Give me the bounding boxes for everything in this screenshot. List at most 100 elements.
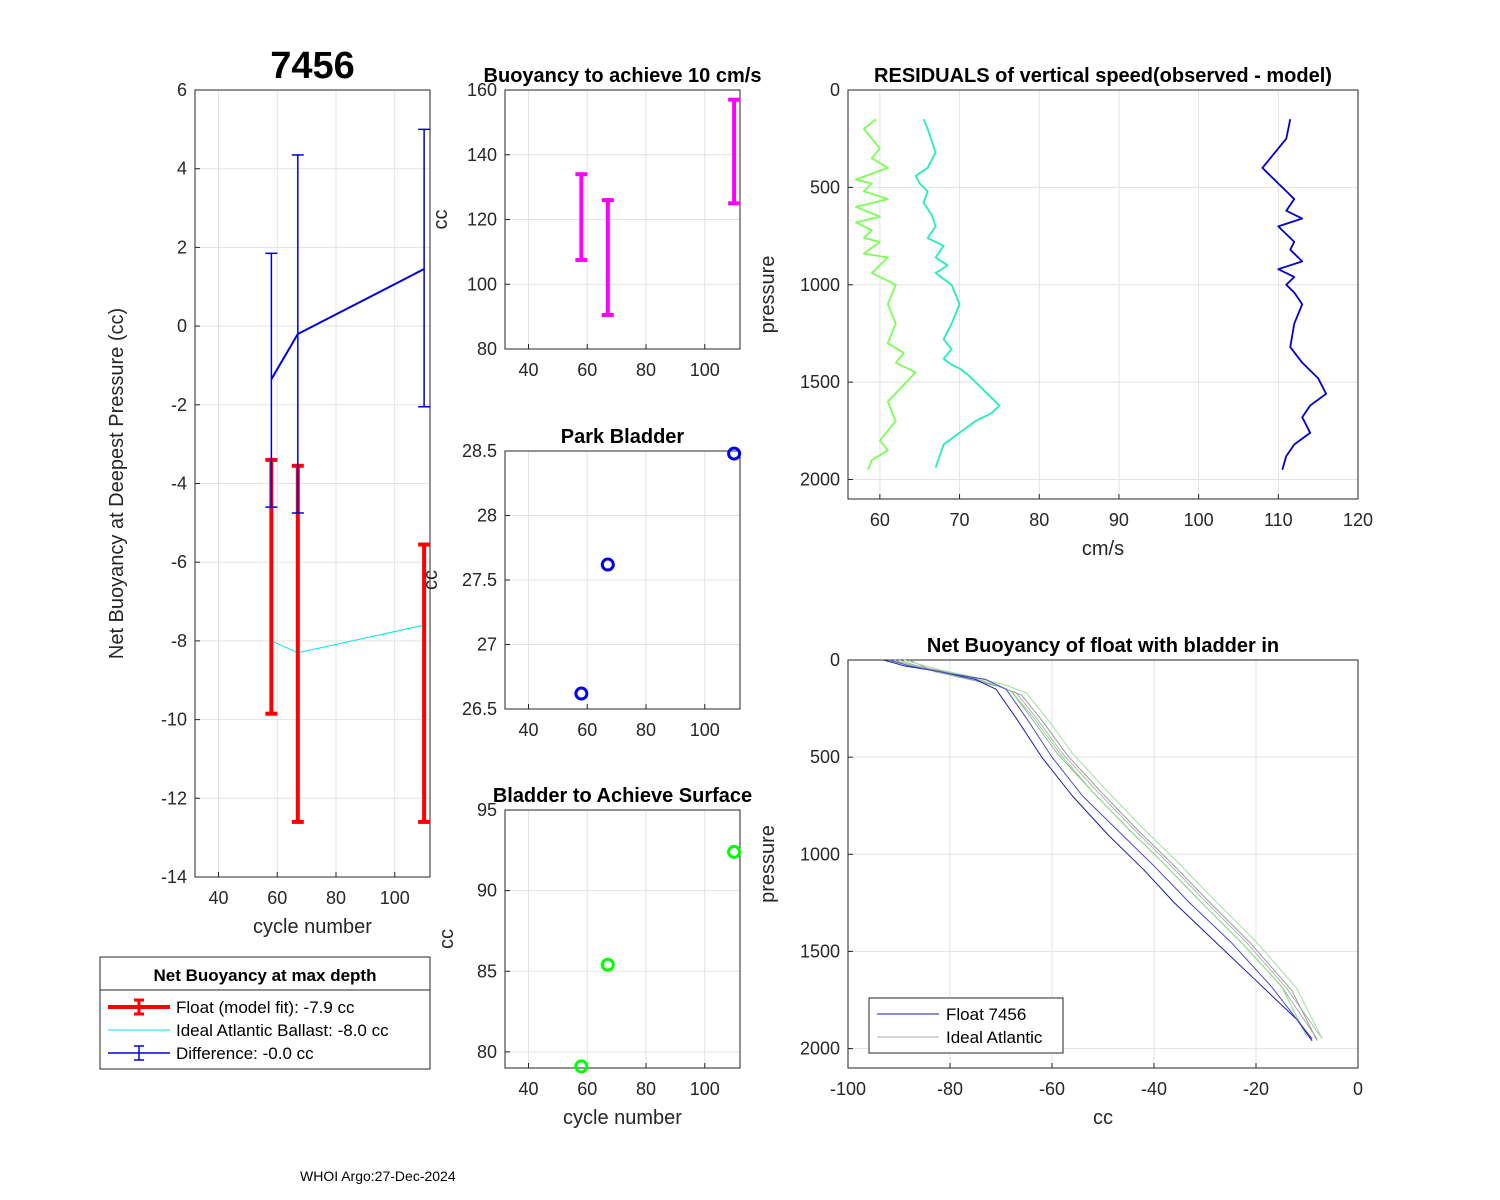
legend-entry-ideal: Ideal Atlantic (946, 1028, 1043, 1047)
tick-label-x: 40 (208, 888, 228, 908)
tick-label-y: -10 (161, 710, 187, 730)
footer-label: WHOI Argo:27-Dec-2024 (300, 1168, 456, 1184)
tick-label-y: 90 (477, 881, 497, 901)
legend-entry-ideal: Ideal Atlantic Ballast: -8.0 cc (176, 1021, 389, 1040)
tick-label-y: 1000 (800, 844, 840, 864)
legend-box (99, 956, 431, 1070)
chart-title: Bladder to Achieve Surface (493, 785, 752, 807)
tick-label-x: 120 (1343, 510, 1373, 530)
tick-label-x: -40 (1141, 1079, 1167, 1099)
tick-label-x: -20 (1243, 1079, 1269, 1099)
tick-label-x: 60 (577, 720, 597, 740)
scatter-point (574, 686, 589, 701)
scatter-point (600, 557, 615, 572)
x-axis-label: cycle number (253, 916, 372, 938)
y-axis-label: cc (436, 929, 458, 949)
legend-entry-float: Float 7456 (946, 1005, 1026, 1024)
tick-label-x: 90 (1109, 510, 1129, 530)
chart-title: Net Buoyancy of float with bladder in (927, 635, 1279, 657)
tick-label-x: 80 (636, 360, 656, 380)
tick-label-y: 160 (467, 80, 497, 100)
tick-label-x: 80 (636, 720, 656, 740)
tick-label-x: 40 (518, 1079, 538, 1099)
chart-title: Buoyancy to achieve 10 cm/s (484, 65, 762, 87)
tick-label-y: -6 (171, 552, 187, 572)
tick-label-y: 27.5 (462, 570, 497, 590)
axes-net-buoyancy: 40 60 80 100 -14 -12 -10 -8 -6 -4 -2 0 2 4 6 7456 cycle … (106, 45, 431, 938)
axes-park-bladder: 40 60 80 100 26.5 27 27.5 28 28.5 Park Bladder cc (420, 426, 742, 740)
plot-area (505, 810, 740, 1068)
tick-label-y: 500 (810, 747, 840, 767)
tick-label-x: 100 (1184, 510, 1214, 530)
ideal-profile-line (908, 659, 1318, 1042)
tick-label-x: 60 (577, 1079, 597, 1099)
axes-box (847, 89, 1359, 500)
tick-label-y: -14 (161, 867, 187, 887)
plot-area (848, 90, 1358, 499)
legend-box (868, 997, 1064, 1054)
scatter-point (727, 446, 742, 461)
tick-label-x: -100 (830, 1079, 866, 1099)
tick-label-y: 0 (830, 80, 840, 100)
chart-title: 7456 (270, 45, 355, 87)
tick-label-y: 100 (467, 274, 497, 294)
ideal-profile-line (893, 659, 1308, 1038)
residual-series-line (855, 118, 917, 471)
tick-label-x: 100 (690, 360, 720, 380)
tick-label-y: 140 (467, 145, 497, 165)
tick-label-y: -4 (171, 474, 187, 494)
tick-label-y: 26.5 (462, 699, 497, 719)
scatter-point (574, 1059, 589, 1074)
tick-label-y: 28.5 (462, 441, 497, 461)
tick-label-y: -8 (171, 631, 187, 651)
tick-label-x: -80 (937, 1079, 963, 1099)
y-axis-label: pressure (757, 256, 779, 334)
axes-residuals: 60 70 80 90 100 110 120 0 500 1000 1500 2000 RESIDUA… (757, 65, 1373, 560)
y-axis-label: cc (430, 210, 452, 230)
tick-label-x: -60 (1039, 1079, 1065, 1099)
legend-net-buoyancy: Net Buoyancy at max depth Float (model fi… (99, 956, 431, 1070)
axes-box (847, 659, 1359, 1069)
tick-label-x: 60 (870, 510, 890, 530)
tick-label-x: 40 (518, 720, 538, 740)
tick-label-x: 100 (690, 1079, 720, 1099)
float-profile-line (888, 659, 1313, 1040)
y-axis-label: cc (420, 570, 442, 590)
chart-title: RESIDUALS of vertical speed(observed - m… (874, 65, 1332, 87)
tick-label-x: 80 (636, 1079, 656, 1099)
tick-label-x: 40 (518, 360, 538, 380)
tick-label-y: 1000 (800, 275, 840, 295)
tick-label-y: -2 (171, 395, 187, 415)
y-axis-label: pressure (757, 825, 779, 903)
tick-label-y: 28 (477, 506, 497, 526)
tick-label-y: 2000 (800, 1039, 840, 1059)
tick-label-x: 100 (380, 888, 410, 908)
tick-label-x: 80 (326, 888, 346, 908)
tick-label-y: 0 (177, 316, 187, 336)
tick-label-y: 80 (477, 1042, 497, 1062)
tick-label-y: 4 (177, 159, 187, 179)
chart-title: Park Bladder (561, 426, 685, 448)
legend-entry-difference: Difference: -0.0 cc (176, 1044, 314, 1063)
tick-label-y: 1500 (800, 941, 840, 961)
tick-label-y: 2000 (800, 470, 840, 490)
tick-label-x: 70 (950, 510, 970, 530)
tick-label-x: 110 (1264, 510, 1293, 530)
tick-label-x: 100 (690, 720, 720, 740)
tick-label-y: 2 (177, 237, 187, 257)
tick-label-y: 6 (177, 80, 187, 100)
tick-label-y: 95 (477, 800, 497, 820)
axes-net-buoyancy-bladder-in: -100 -80 -60 -40 -20 0 0 500 1000 1500 2000 Net Buo… (757, 635, 1363, 1129)
y-axis-label: Net Buoyancy at Deepest Pressure (cc) (106, 308, 128, 659)
tick-label-x: 60 (577, 360, 597, 380)
tick-label-y: 1500 (800, 372, 840, 392)
residual-series-line (1261, 119, 1328, 471)
tick-label-y: 27 (477, 635, 497, 655)
residual-series-line (914, 118, 1001, 469)
tick-label-x: 0 (1353, 1079, 1363, 1099)
tick-label-x: 60 (267, 888, 287, 908)
tick-label-y: 85 (477, 961, 497, 981)
